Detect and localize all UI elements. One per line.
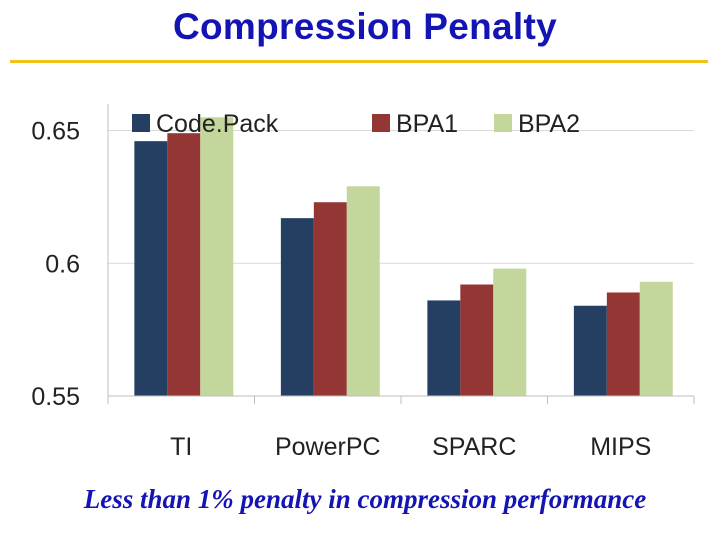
legend-label: Code.Pack bbox=[156, 110, 279, 138]
legend: Code.Pack BPA1 BPA2 bbox=[132, 110, 580, 138]
bar-code-pack-powerpc bbox=[280, 218, 314, 396]
legend-swatch bbox=[372, 114, 390, 132]
bar-bpa1-sparc bbox=[460, 284, 494, 396]
title-divider bbox=[10, 60, 708, 63]
legend-swatch bbox=[494, 114, 512, 132]
bar-code-pack-mips bbox=[573, 305, 607, 396]
bar-bpa2-ti bbox=[200, 117, 234, 396]
bars bbox=[134, 117, 673, 396]
legend-label: BPA2 bbox=[518, 110, 580, 138]
legend-label: BPA1 bbox=[396, 110, 458, 138]
bar-code-pack-sparc bbox=[427, 300, 461, 396]
bar-bpa1-powerpc bbox=[313, 202, 347, 396]
y-tick-label: 0.65 bbox=[31, 118, 80, 146]
legend-swatch bbox=[132, 114, 150, 132]
x-category-label: PowerPC bbox=[275, 433, 381, 461]
bar-bpa1-mips bbox=[606, 292, 640, 396]
y-tick-label: 0.55 bbox=[31, 383, 80, 411]
bar-bpa1-ti bbox=[167, 133, 201, 396]
axes: 0.55 0.6 0.65 TI PowerPC SPARC MIPS bbox=[31, 104, 695, 461]
y-tick-label: 0.6 bbox=[45, 250, 80, 278]
slide-footer: Less than 1% penalty in compression perf… bbox=[83, 484, 647, 514]
x-category-label: SPARC bbox=[432, 433, 516, 461]
x-category-label: MIPS bbox=[590, 433, 651, 461]
bar-bpa2-sparc bbox=[493, 268, 527, 396]
bar-code-pack-ti bbox=[134, 141, 168, 396]
x-category-label: TI bbox=[170, 433, 192, 461]
bar-bpa2-mips bbox=[639, 281, 673, 396]
slide-title: Compression Penalty bbox=[172, 6, 558, 47]
bar-bpa2-powerpc bbox=[346, 186, 380, 396]
